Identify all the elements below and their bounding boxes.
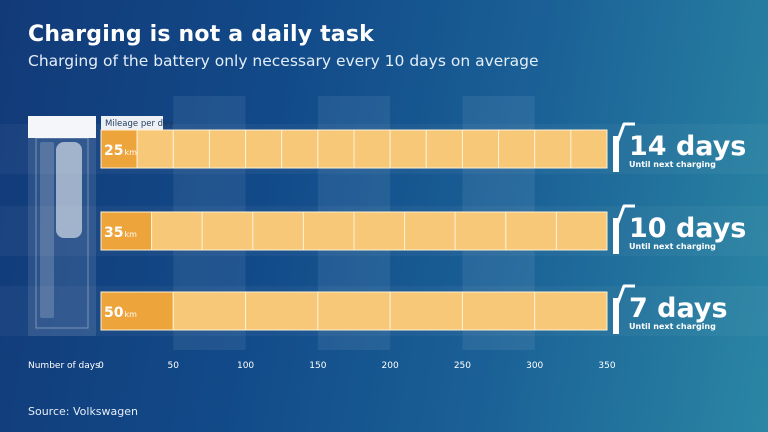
x-tick-label: 300 — [526, 361, 543, 371]
charging-plug-icon — [613, 136, 619, 172]
chart-title: Charging is not a daily task — [28, 22, 374, 47]
bar-segment — [245, 291, 319, 331]
x-tick-label: 50 — [168, 361, 180, 371]
bar-segment — [100, 129, 138, 169]
daily-mileage-value: 50 — [104, 305, 124, 321]
bar-segment — [302, 211, 355, 251]
bar-segment — [534, 129, 572, 169]
daily-mileage-unit: km — [124, 148, 137, 157]
daily-mileage-value: 25 — [104, 143, 123, 159]
daily-mileage-label: 35km — [104, 225, 137, 241]
daily-mileage-label: 50km — [104, 305, 137, 321]
bar-segment — [461, 129, 500, 169]
bar-segment — [172, 129, 210, 169]
days-until-charge: 14 days — [629, 131, 746, 162]
charging-bracket-icon — [615, 122, 635, 144]
bar-segment — [317, 291, 391, 331]
bar-segment — [172, 291, 247, 331]
bar-segment — [389, 291, 463, 331]
x-tick-label: 0 — [98, 361, 104, 371]
x-axis-label: Number of days — [28, 361, 100, 371]
x-tick-label: 350 — [598, 361, 615, 371]
x-tick-label: 150 — [309, 361, 326, 371]
daily-mileage-label: 25km — [104, 143, 137, 159]
bar-segment — [570, 129, 608, 169]
bar-segment — [389, 129, 427, 169]
bar-segment — [404, 211, 456, 251]
bar-segment — [353, 129, 391, 169]
bar-segment — [136, 129, 174, 169]
charging-plug-icon — [613, 218, 619, 254]
source-note: Source: Volkswagen — [28, 405, 138, 418]
days-until-charge: 10 days — [629, 213, 746, 244]
charging-plug-icon — [613, 298, 619, 334]
charging-bracket-icon — [615, 284, 635, 306]
days-until-charge: 7 days — [629, 293, 728, 324]
bar-segment — [317, 129, 355, 169]
bar-segment — [534, 291, 608, 331]
daily-mileage-value: 35 — [104, 225, 123, 241]
bar-segment — [555, 211, 608, 251]
bar-segment — [461, 291, 536, 331]
bar-segment — [281, 129, 319, 169]
charging-bracket-icon — [615, 204, 635, 226]
series-label: Mileage per day — [105, 119, 173, 129]
charging-station-icon — [28, 116, 96, 336]
daily-mileage-unit: km — [124, 310, 137, 319]
days-note: Until next charging — [629, 160, 716, 169]
bar-segment — [425, 129, 463, 169]
x-tick-label: 250 — [454, 361, 471, 371]
bar-segment — [505, 211, 557, 251]
x-tick-label: 100 — [237, 361, 254, 371]
days-note: Until next charging — [629, 242, 716, 251]
series-label-bg — [101, 116, 163, 130]
bar-segment — [353, 211, 406, 251]
bar-segment — [245, 129, 283, 169]
chart-subtitle: Charging of the battery only necessary e… — [28, 52, 539, 70]
bar-segment — [498, 129, 536, 169]
bar-segment — [100, 211, 153, 251]
daily-mileage-unit: km — [124, 230, 137, 239]
bar-segment — [252, 211, 304, 251]
bar-segment — [201, 211, 254, 251]
bar-segment — [454, 211, 507, 251]
bar-segment — [208, 129, 247, 169]
days-note: Until next charging — [629, 322, 716, 331]
x-tick-label: 200 — [382, 361, 399, 371]
bar-segment — [151, 211, 203, 251]
